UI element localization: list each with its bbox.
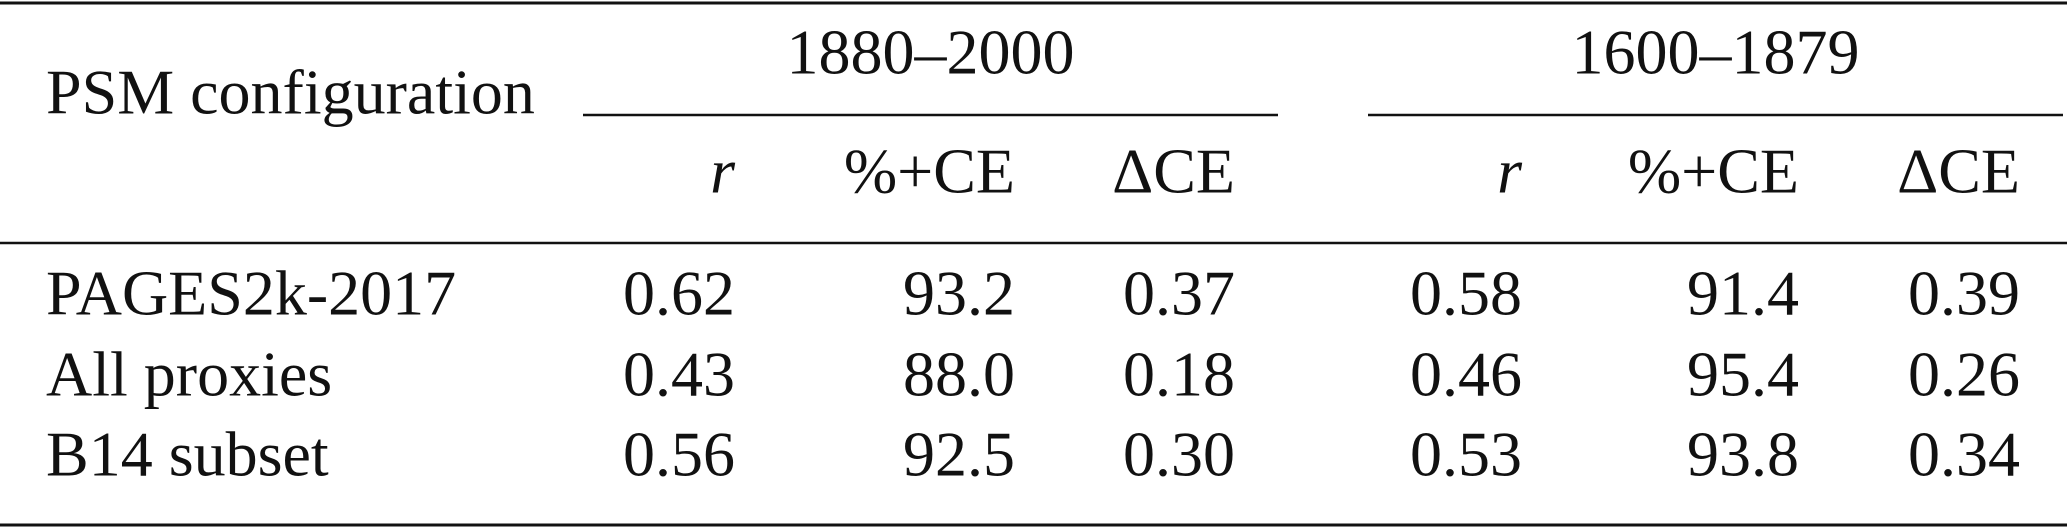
column-header: %+CE — [1628, 136, 1799, 207]
cell: 93.2 — [903, 258, 1015, 329]
cell: 0.46 — [1410, 339, 1522, 410]
row-label: All proxies — [46, 339, 332, 410]
cell: 0.39 — [1908, 258, 2020, 329]
label-header: PSM configuration — [46, 57, 535, 128]
cell: 0.56 — [623, 419, 735, 490]
group-header: 1600–1879 — [1572, 17, 1860, 88]
cell: 93.8 — [1687, 419, 1799, 490]
cell: 0.43 — [623, 339, 735, 410]
cell: 88.0 — [903, 339, 1015, 410]
cell: 0.30 — [1123, 419, 1235, 490]
column-header: r — [1497, 136, 1523, 207]
cell: 0.37 — [1123, 258, 1235, 329]
row-label: B14 subset — [46, 419, 329, 490]
cell: 91.4 — [1687, 258, 1799, 329]
column-header: ΔCE — [1897, 136, 2020, 207]
cell: 0.53 — [1410, 419, 1522, 490]
cell: 0.18 — [1123, 339, 1235, 410]
cell: 0.26 — [1908, 339, 2020, 410]
cell: 0.62 — [623, 258, 735, 329]
column-header: %+CE — [844, 136, 1015, 207]
group-header: 1880–2000 — [787, 17, 1075, 88]
cell: 92.5 — [903, 419, 1015, 490]
column-header: r — [710, 136, 736, 207]
cell: 0.34 — [1908, 419, 2020, 490]
cell: 0.58 — [1410, 258, 1522, 329]
cell: 95.4 — [1687, 339, 1799, 410]
row-label: PAGES2k-2017 — [46, 258, 456, 329]
column-header: ΔCE — [1112, 136, 1235, 207]
